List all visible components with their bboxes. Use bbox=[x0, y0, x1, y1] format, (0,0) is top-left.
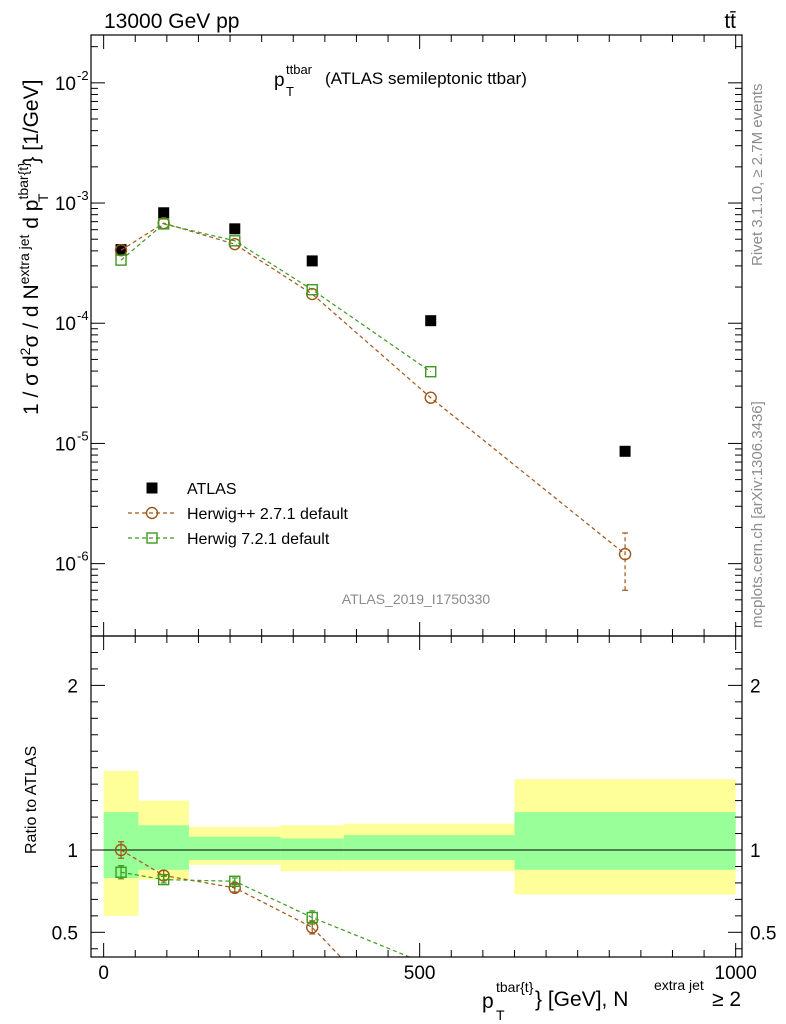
xlabel-p: p bbox=[482, 990, 494, 1013]
legend-marker bbox=[146, 482, 158, 494]
y-tick-label-right: 1 bbox=[750, 841, 761, 862]
y-tick-label-base: 10 bbox=[55, 555, 76, 576]
data-point bbox=[618, 547, 632, 561]
main-y-axis-label: 1 / σ d2σ / d Nextra jet d ptbar{t} T} [1… bbox=[15, 80, 51, 415]
watermark: ATLAS_2019_I1750330 bbox=[342, 591, 491, 607]
title-p: p bbox=[274, 70, 285, 91]
energy-label: 13000 GeV pp bbox=[104, 10, 239, 33]
legend-label: ATLAS bbox=[187, 481, 237, 498]
y-tick-label-right: 2 bbox=[750, 676, 761, 697]
x-tick-label: 0 bbox=[98, 963, 109, 984]
uncertainty-band-inner bbox=[514, 812, 736, 870]
data-point bbox=[157, 218, 170, 230]
title-sup: ttbar bbox=[286, 62, 313, 77]
uncertainty-band-inner bbox=[280, 838, 344, 860]
legend-label: Herwig 7.2.1 default bbox=[187, 531, 330, 548]
ratio-point bbox=[229, 875, 241, 887]
uncertainty-band-inner bbox=[188, 836, 281, 860]
y-tick-label-exponent: -6 bbox=[77, 549, 89, 564]
series-line bbox=[120, 223, 432, 373]
x-tick-label: 1000 bbox=[715, 963, 757, 984]
ratio-bands bbox=[103, 770, 736, 916]
legend-marker bbox=[146, 532, 158, 544]
main-y-tick-labels: 10-610-510-410-310-2 bbox=[55, 68, 89, 576]
y-tick-label-exponent: -3 bbox=[77, 188, 89, 203]
main-series bbox=[114, 207, 632, 591]
series-line bbox=[120, 222, 626, 555]
data-point bbox=[158, 207, 170, 219]
rivet-version-label: Rivet 3.1.10, ≥ 2.7M events bbox=[749, 84, 766, 267]
y-tick-label: 0.5 bbox=[52, 923, 78, 944]
ratio-point bbox=[157, 873, 170, 886]
y-label-a: 1 / σ d2σ / d Nextra jet d ptbar{t} T} [1… bbox=[15, 80, 51, 415]
title-rest: (ATLAS semileptonic ttbar) bbox=[325, 69, 527, 88]
y-tick-label: 1 bbox=[67, 841, 78, 862]
x-tick-labels: 0 500 1000 bbox=[98, 963, 756, 984]
xlabel-sup: tbar{t} bbox=[496, 979, 534, 995]
title-sub: T bbox=[286, 84, 294, 99]
data-point bbox=[306, 284, 318, 296]
ratio-y-tick-labels: 0.5 0.5 1 1 2 2 bbox=[52, 676, 777, 944]
y-tick-label-exponent: -4 bbox=[77, 308, 89, 323]
xlabel-sup2: extra jet bbox=[654, 977, 704, 993]
y-tick-label-base: 10 bbox=[55, 434, 76, 455]
x-tick-label: 500 bbox=[404, 963, 436, 984]
y-tick-label-base: 10 bbox=[55, 74, 76, 95]
uncertainty-band-inner bbox=[138, 825, 189, 870]
y-tick-label-exponent: -2 bbox=[77, 68, 89, 83]
ratio-panel: 0.5 0.5 1 1 2 2 0 500 1000 Ratio to ATLAS p tba… bbox=[23, 635, 777, 1023]
x-axis-label: p tbar{t} T } [GeV], N extra jet ≥ 2 bbox=[482, 977, 741, 1023]
y-tick-label: 2 bbox=[67, 676, 78, 697]
ratio-point bbox=[306, 911, 318, 924]
ratio-point bbox=[114, 843, 128, 857]
legend-label: Herwig++ 2.7.1 default bbox=[187, 506, 349, 523]
uncertainty-band-inner bbox=[343, 835, 515, 860]
data-point bbox=[229, 223, 241, 235]
data-point bbox=[425, 315, 437, 327]
legend: ATLAS Herwig++ 2.7.1 default Herwig 7.2.1 … bbox=[128, 481, 349, 548]
ratio-point bbox=[115, 866, 127, 878]
ratio-series bbox=[114, 841, 410, 958]
main-title: p ttbar T (ATLAS semileptonic ttbar) bbox=[274, 62, 527, 99]
y-tick-label-exponent: -5 bbox=[77, 428, 89, 443]
y-tick-label-base: 10 bbox=[55, 314, 76, 335]
y-tick-label-right: 0.5 bbox=[750, 923, 776, 944]
data-point bbox=[619, 445, 631, 457]
xlabel-rest: ≥ 2 bbox=[712, 988, 741, 1011]
data-point bbox=[229, 235, 241, 247]
ratio-axis-ticks bbox=[91, 636, 742, 957]
mcplots-label: mcplots.cern.ch [arXiv:1306.3436] bbox=[749, 401, 766, 628]
y-tick-label-base: 10 bbox=[55, 194, 76, 215]
ratio-frame bbox=[90, 635, 743, 958]
ratio-y-axis-label: Ratio to ATLAS bbox=[23, 746, 40, 854]
data-point bbox=[424, 391, 437, 404]
process-label: tt̄ bbox=[724, 10, 736, 33]
legend-marker bbox=[145, 506, 159, 520]
xlabel-sub: T bbox=[496, 1007, 505, 1023]
data-point bbox=[306, 255, 318, 267]
xlabel-unit: } [GeV], N bbox=[535, 988, 628, 1011]
data-point bbox=[115, 254, 127, 266]
main-axis-ticks bbox=[91, 35, 742, 636]
main-panel: p ttbar T (ATLAS semileptonic ttbar) 1 /… bbox=[15, 34, 743, 637]
data-point bbox=[425, 366, 437, 378]
